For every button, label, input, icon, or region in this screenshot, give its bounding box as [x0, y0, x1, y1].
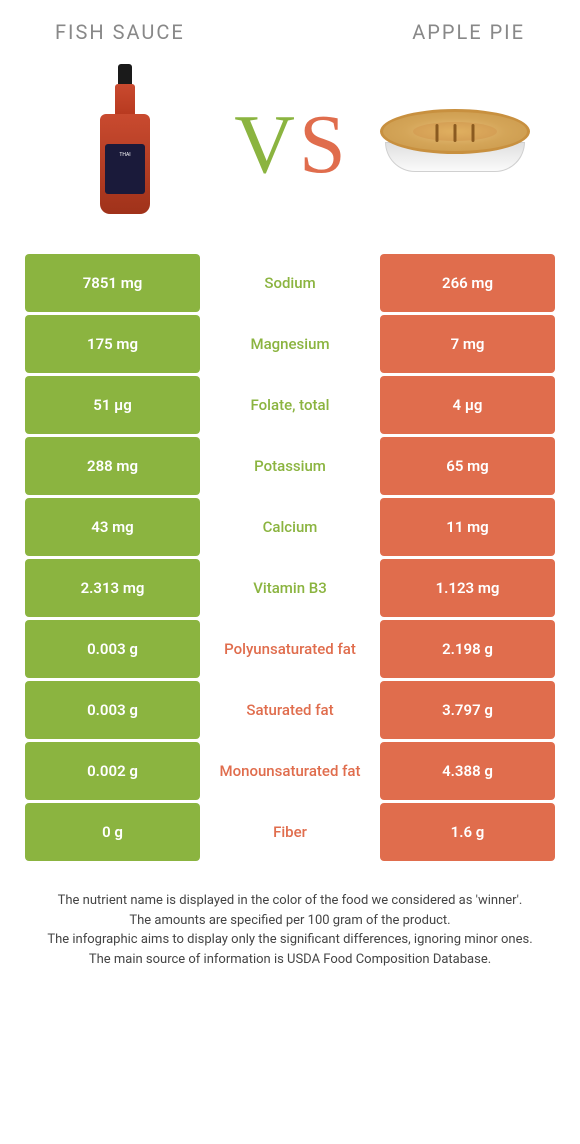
nutrient-label: Folate, total	[200, 376, 380, 434]
comparison-row: 288 mgPotassium65 mg	[25, 437, 555, 495]
header-titles: FISH SAUCE APPLE PIE	[15, 20, 565, 44]
right-value: 2.198 g	[380, 620, 555, 678]
footnotes: The nutrient name is displayed in the co…	[15, 891, 565, 969]
left-value: 0.002 g	[25, 742, 200, 800]
footnote-line: The main source of information is USDA F…	[35, 950, 545, 970]
right-value: 1.123 mg	[380, 559, 555, 617]
apple-pie-image	[385, 59, 525, 229]
fish-sauce-image: THAI	[55, 59, 195, 229]
left-food-title: FISH SAUCE	[55, 20, 185, 44]
left-value: 0.003 g	[25, 681, 200, 739]
nutrient-label: Potassium	[200, 437, 380, 495]
left-value: 51 µg	[25, 376, 200, 434]
nutrient-label: Monounsaturated fat	[200, 742, 380, 800]
left-value: 288 mg	[25, 437, 200, 495]
nutrient-label: Vitamin B3	[200, 559, 380, 617]
comparison-table: 7851 mgSodium266 mg175 mgMagnesium7 mg51…	[25, 254, 555, 861]
left-value: 7851 mg	[25, 254, 200, 312]
comparison-row: 0.003 gSaturated fat3.797 g	[25, 681, 555, 739]
right-value: 1.6 g	[380, 803, 555, 861]
comparison-row: 0 gFiber1.6 g	[25, 803, 555, 861]
hero-section: THAI V S	[15, 59, 565, 229]
right-value: 266 mg	[380, 254, 555, 312]
left-value: 2.313 mg	[25, 559, 200, 617]
left-value: 175 mg	[25, 315, 200, 373]
right-value: 4.388 g	[380, 742, 555, 800]
footnote-line: The nutrient name is displayed in the co…	[35, 891, 545, 911]
right-value: 3.797 g	[380, 681, 555, 739]
right-value: 4 µg	[380, 376, 555, 434]
comparison-row: 51 µgFolate, total4 µg	[25, 376, 555, 434]
nutrient-label: Saturated fat	[200, 681, 380, 739]
bottle-icon: THAI	[100, 64, 150, 224]
comparison-row: 2.313 mgVitamin B31.123 mg	[25, 559, 555, 617]
left-value: 0 g	[25, 803, 200, 861]
pie-icon	[380, 109, 530, 179]
right-food-title: APPLE PIE	[412, 20, 525, 44]
nutrient-label: Sodium	[200, 254, 380, 312]
nutrient-label: Magnesium	[200, 315, 380, 373]
nutrient-label: Calcium	[200, 498, 380, 556]
footnote-line: The infographic aims to display only the…	[35, 930, 545, 950]
right-value: 65 mg	[380, 437, 555, 495]
right-value: 7 mg	[380, 315, 555, 373]
footnote-line: The amounts are specified per 100 gram o…	[35, 911, 545, 931]
comparison-row: 43 mgCalcium11 mg	[25, 498, 555, 556]
comparison-row: 0.002 gMonounsaturated fat4.388 g	[25, 742, 555, 800]
comparison-row: 175 mgMagnesium7 mg	[25, 315, 555, 373]
left-value: 0.003 g	[25, 620, 200, 678]
nutrient-label: Fiber	[200, 803, 380, 861]
comparison-row: 7851 mgSodium266 mg	[25, 254, 555, 312]
right-value: 11 mg	[380, 498, 555, 556]
left-value: 43 mg	[25, 498, 200, 556]
vs-label: V S	[234, 96, 345, 193]
comparison-row: 0.003 gPolyunsaturated fat2.198 g	[25, 620, 555, 678]
nutrient-label: Polyunsaturated fat	[200, 620, 380, 678]
